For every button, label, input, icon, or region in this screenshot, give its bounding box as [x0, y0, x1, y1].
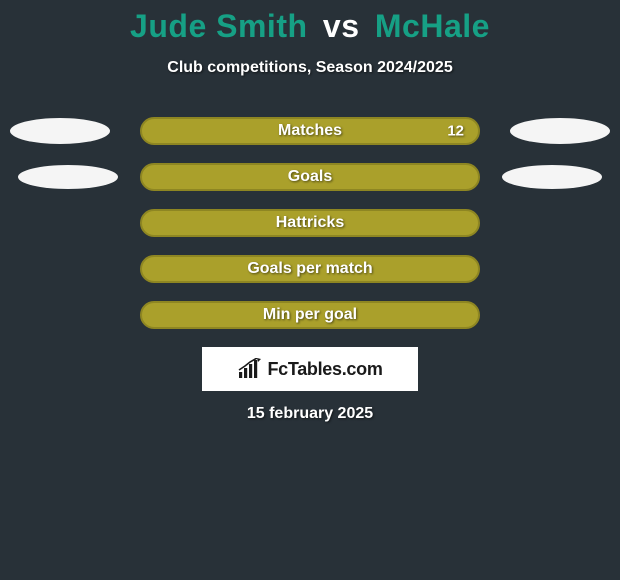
stat-label: Hattricks — [276, 214, 344, 232]
left-value-ellipse — [18, 165, 118, 189]
logo-box: FcTables.com — [202, 347, 418, 391]
stat-row: Min per goal — [10, 301, 610, 329]
stat-row: Hattricks — [10, 209, 610, 237]
stats-rows: Matches 12 Goals Hattricks Goals per match Mi… — [0, 117, 620, 329]
stat-label: Goals — [288, 168, 332, 186]
player2-name: McHale — [375, 8, 490, 44]
stat-bar: Goals — [140, 163, 480, 191]
stat-bar: Hattricks — [140, 209, 480, 237]
stat-bar: Matches 12 — [140, 117, 480, 145]
logo-text: FcTables.com — [267, 359, 382, 380]
vs-separator: vs — [323, 8, 360, 44]
stat-label: Goals per match — [247, 260, 372, 278]
stat-row: Matches 12 — [10, 117, 610, 145]
stat-value: 12 — [447, 123, 464, 140]
logo: FcTables.com — [237, 358, 382, 380]
comparison-card: Jude Smith vs McHale Club competitions, … — [0, 0, 620, 423]
stat-label: Matches — [278, 122, 342, 140]
stat-label: Min per goal — [263, 306, 357, 324]
right-value-ellipse — [502, 165, 602, 189]
stat-bar: Goals per match — [140, 255, 480, 283]
chart-icon — [237, 358, 263, 380]
page-title: Jude Smith vs McHale — [0, 8, 620, 45]
stat-bar: Min per goal — [140, 301, 480, 329]
left-value-ellipse — [10, 118, 110, 144]
stat-row: Goals — [10, 163, 610, 191]
player1-name: Jude Smith — [130, 8, 307, 44]
date-text: 15 february 2025 — [0, 405, 620, 423]
right-value-ellipse — [510, 118, 610, 144]
stat-row: Goals per match — [10, 255, 610, 283]
subtitle: Club competitions, Season 2024/2025 — [0, 59, 620, 77]
